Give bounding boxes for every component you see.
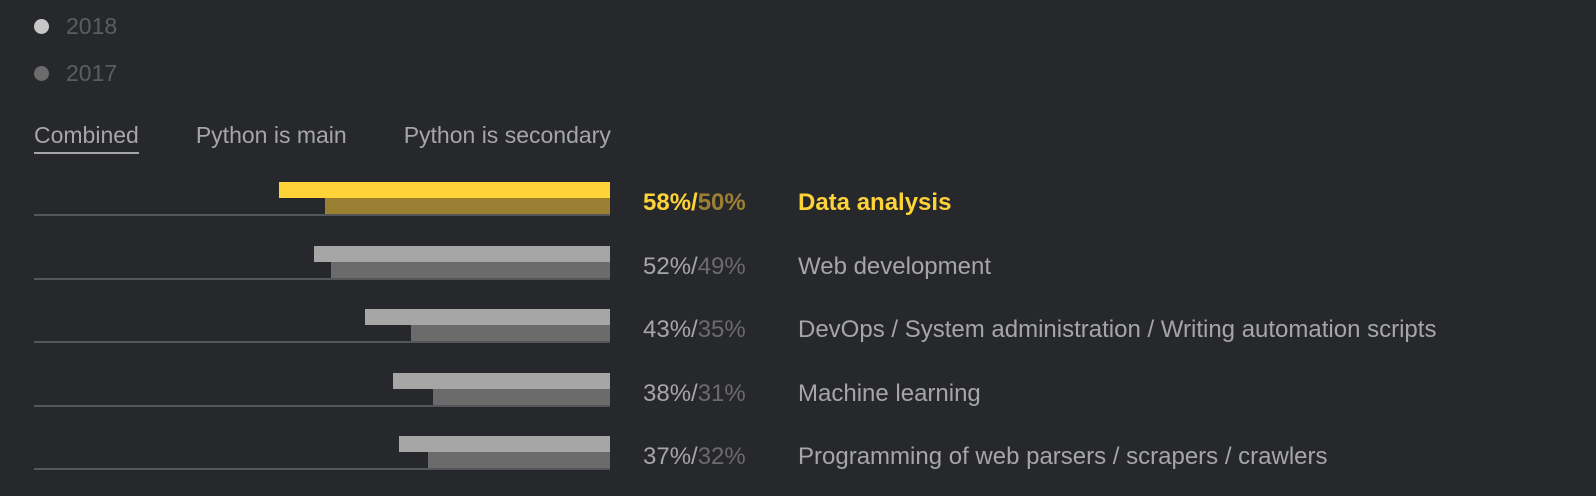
value-2017: 49% bbox=[697, 252, 746, 280]
bar-2017 bbox=[325, 198, 610, 214]
chart-row: 37%/32% Programming of web parsers / scra… bbox=[0, 436, 1596, 470]
tab-bar: Combined Python is main Python is second… bbox=[34, 122, 668, 154]
value-label: 52%/49% bbox=[643, 253, 746, 281]
chart-row: 58%/50% Data analysis bbox=[0, 182, 1596, 216]
value-2018: 38%/ bbox=[643, 379, 698, 407]
value-2018: 43%/ bbox=[643, 316, 698, 343]
bar-2018 bbox=[393, 372, 610, 389]
value-2017: 31% bbox=[697, 379, 746, 407]
tab-python-is-secondary[interactable]: Python is secondary bbox=[403, 122, 611, 148]
value-label: 43%/35% bbox=[643, 316, 746, 344]
bar-2017 bbox=[330, 261, 610, 278]
category-label: Web development bbox=[798, 252, 992, 280]
value-label: 38%/31% bbox=[643, 380, 746, 408]
row-baseline bbox=[34, 277, 610, 280]
category-label: Data analysis bbox=[798, 189, 952, 216]
value-2017: 35% bbox=[697, 316, 746, 343]
category-label: DevOps / System administration / Writing… bbox=[798, 316, 1437, 343]
chart-row: 43%/35% DevOps / System administration / … bbox=[0, 309, 1596, 343]
value-2018: 52%/ bbox=[643, 252, 698, 280]
row-baseline bbox=[34, 341, 610, 343]
legend-label: 2018 bbox=[66, 12, 118, 39]
bar-2018 bbox=[313, 245, 610, 262]
value-2017: 32% bbox=[697, 443, 746, 470]
row-baseline bbox=[34, 404, 610, 407]
bar-2017 bbox=[410, 325, 610, 341]
legend-dot-icon bbox=[34, 65, 49, 81]
bar-2018 bbox=[364, 309, 610, 325]
value-label: 37%/32% bbox=[643, 443, 746, 471]
chart-row: 38%/31% Machine learning bbox=[0, 372, 1596, 408]
tab-python-is-main[interactable]: Python is main bbox=[195, 122, 347, 148]
tab-combined[interactable]: Combined bbox=[34, 122, 139, 154]
legend: 2018 2017 bbox=[34, 10, 117, 104]
category-label: Programming of web parsers / scrapers / … bbox=[798, 443, 1328, 470]
bar-2017 bbox=[433, 388, 610, 405]
value-2018: 58%/ bbox=[643, 189, 698, 216]
value-2018: 37%/ bbox=[643, 443, 698, 470]
legend-item-2018[interactable]: 2018 bbox=[34, 10, 117, 42]
chart-row: 52%/49% Web development bbox=[0, 245, 1596, 281]
legend-dot-icon bbox=[34, 18, 49, 34]
legend-label: 2017 bbox=[66, 59, 118, 86]
bar-2018 bbox=[279, 182, 610, 198]
bar-2017 bbox=[427, 452, 610, 468]
bar-2018 bbox=[399, 436, 610, 452]
value-2017: 50% bbox=[697, 189, 746, 216]
legend-item-2017[interactable]: 2017 bbox=[34, 57, 117, 89]
value-label: 58%/50% bbox=[643, 189, 746, 217]
row-baseline bbox=[34, 214, 610, 216]
row-baseline bbox=[34, 468, 610, 470]
category-label: Machine learning bbox=[798, 379, 981, 407]
